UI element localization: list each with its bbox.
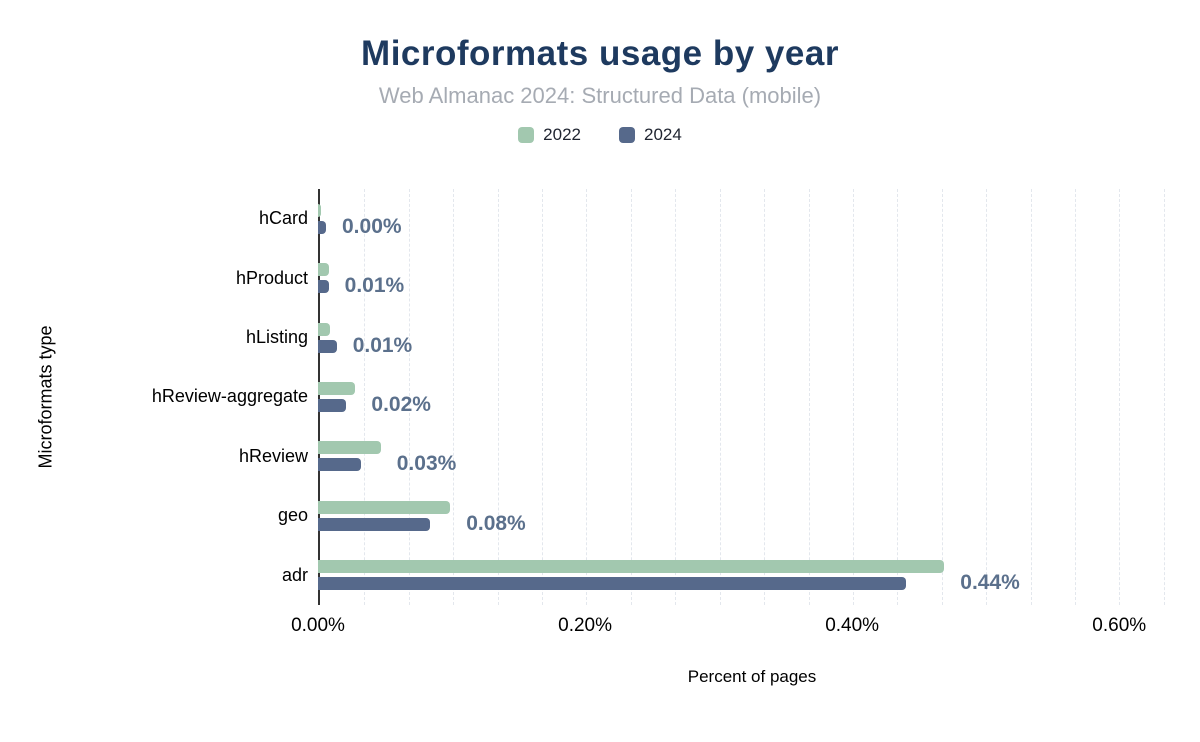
gridline	[675, 189, 677, 605]
bar-2024-hProduct	[318, 280, 329, 294]
gridline	[453, 189, 455, 605]
bar-group-geo: 0.08%	[318, 486, 1186, 545]
category-label: hCard	[258, 208, 308, 229]
gridline	[808, 189, 810, 605]
x-tick-0.00%: 0.00%	[291, 615, 345, 636]
plot-area: hCard 0.00% hProduct 0.01% hListing 0.01% hRev…	[70, 189, 1186, 605]
data-label-hReview-aggregate: 0.02%	[371, 392, 431, 416]
bar-2022-hReview	[318, 441, 381, 455]
gridline	[1119, 189, 1121, 605]
y-axis-title: Microformats type	[35, 325, 56, 469]
gridline	[1163, 189, 1165, 605]
bar-2022-hReview-aggregate	[318, 381, 356, 395]
gridline	[630, 189, 632, 605]
category-label: hProduct	[235, 267, 308, 288]
bar-2022-hProduct	[318, 263, 329, 277]
gridline	[986, 189, 988, 605]
gridline	[364, 189, 366, 605]
data-label-hCard: 0.00%	[342, 214, 402, 238]
bar-group-hProduct: 0.01%	[318, 248, 1186, 307]
bar-2024-hCard	[318, 220, 326, 234]
legend-swatch-2024	[619, 127, 635, 143]
x-tick-0.40%: 0.40%	[825, 615, 880, 636]
chart-row-hListing: hListing 0.01%	[70, 308, 1186, 367]
chart-title: Microformats usage by year	[361, 34, 839, 73]
bar-group-adr: 0.44%	[318, 546, 1186, 605]
gridline	[408, 189, 410, 605]
bar-group-hListing: 0.01%	[318, 308, 1186, 367]
chart-row-hReview: hReview 0.03%	[70, 427, 1186, 486]
bar-2022-adr	[318, 560, 945, 574]
bar-2024-hReview	[318, 458, 361, 472]
legend-swatch-2022	[518, 127, 535, 143]
category-label: geo	[277, 505, 308, 526]
bar-2024-adr	[318, 577, 906, 591]
gridline	[852, 189, 854, 605]
chart-row-geo: geo 0.08%	[70, 486, 1186, 545]
bar-group-hReview-aggregate: 0.02%	[318, 367, 1186, 426]
category-label: hReview	[238, 445, 308, 466]
legend: 2022 2024	[0, 125, 1200, 145]
grid-overlay	[318, 189, 1186, 605]
x-axis-ticks: 0.00% 0.20% 0.40% 0.60%	[291, 605, 1186, 645]
gridline	[764, 189, 766, 605]
chart-subtitle: Web Almanac 2024: Structured Data (mobil…	[378, 83, 822, 108]
gridline	[941, 189, 943, 605]
data-label-hProduct: 0.01%	[344, 274, 405, 298]
data-label-hReview: 0.03%	[396, 452, 457, 476]
x-tick-0.60%: 0.60%	[1092, 615, 1147, 636]
legend-item-2022[interactable]: 2022	[518, 125, 581, 145]
bar-2022-geo	[318, 500, 451, 514]
gridline	[719, 189, 721, 605]
bar-group-hCard: 0.00%	[318, 189, 1186, 248]
chart-row-hReview-aggregate: hReview-aggregate 0.02%	[70, 367, 1186, 426]
data-label-hListing: 0.01%	[352, 333, 413, 357]
chart-row-hCard: hCard 0.00%	[70, 189, 1186, 248]
gridline	[1074, 189, 1076, 605]
legend-label: 2022	[543, 125, 581, 144]
bar-group-hReview: 0.03%	[318, 427, 1186, 486]
legend-label: 2024	[644, 125, 682, 144]
bar-2024-geo	[318, 517, 431, 531]
bar-2022-hListing	[318, 322, 331, 336]
chart-row-hProduct: hProduct 0.01%	[70, 248, 1186, 307]
bar-2024-hReview-aggregate	[318, 398, 347, 412]
category-label: adr	[281, 564, 308, 585]
legend-item-2024[interactable]: 2024	[619, 125, 682, 145]
gridline	[497, 189, 499, 605]
x-tick-0.20%: 0.20%	[558, 615, 612, 636]
category-label: hReview-aggregate	[151, 386, 308, 407]
data-label-geo: 0.08%	[466, 511, 526, 535]
data-label-adr: 0.44%	[960, 571, 1020, 595]
gridline	[1030, 189, 1032, 605]
x-axis-title: Percent of pages	[687, 667, 817, 686]
chart-row-adr: adr 0.44%	[70, 546, 1186, 605]
gridline	[897, 189, 899, 605]
gridline	[586, 189, 588, 605]
bar-2022-hCard	[318, 203, 321, 217]
gridline	[542, 189, 544, 605]
chart-area: Microformats type hCard 0.00% hProduct 0.01…	[0, 189, 1200, 687]
category-label: hListing	[245, 327, 308, 348]
bar-2024-hListing	[318, 339, 337, 353]
